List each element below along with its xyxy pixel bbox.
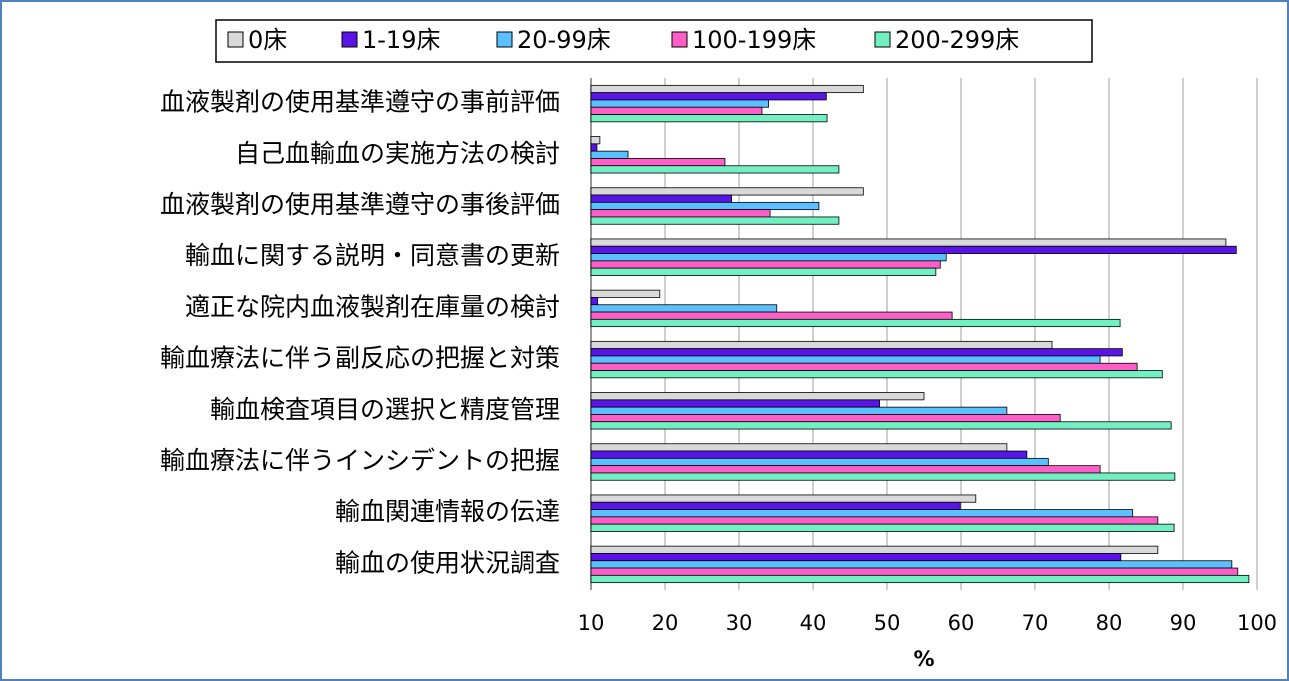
bar (590, 99, 770, 108)
x-tick-label: 80 (1096, 611, 1123, 635)
bar (590, 494, 977, 503)
bar (590, 158, 726, 167)
legend-swatch (874, 31, 891, 48)
bar (590, 392, 925, 401)
legend-label: 100-199床 (692, 26, 816, 54)
bar (590, 340, 1053, 350)
bar (590, 267, 937, 276)
bar (590, 414, 1061, 423)
bar (590, 84, 864, 94)
y-tick-label: 輸血療法に伴うインシデントの把握 (160, 446, 560, 475)
legend-label: 200-299床 (895, 26, 1019, 54)
bar (590, 304, 778, 313)
y-tick-label: 輸血に関する説明・同意書の更新 (185, 241, 560, 270)
bar (590, 318, 1121, 328)
legend-swatch (341, 31, 358, 48)
bar (590, 421, 1172, 430)
bar (590, 297, 599, 306)
bar (590, 560, 1233, 569)
y-tick-label: 血液製剤の使用基準遵守の事後評価 (160, 190, 560, 219)
y-tick-label: 血液製剤の使用基準遵守の事前評価 (160, 88, 560, 117)
bar (590, 245, 1237, 254)
bar (590, 92, 827, 101)
y-tick-label: 輸血関連情報の伝達 (335, 497, 560, 526)
y-tick-label: 輸血の使用状況調査 (335, 548, 560, 577)
x-tick-label: 40 (800, 611, 827, 635)
bar (590, 114, 828, 123)
bar (590, 253, 947, 262)
y-tick-label: 適正な院内血液製剤在庫量の検討 (185, 292, 560, 321)
bar (590, 355, 1101, 364)
bar (590, 362, 1138, 371)
bar (590, 399, 881, 408)
bar (590, 501, 961, 510)
bar (590, 370, 1163, 379)
x-tick-label: 10 (578, 611, 605, 635)
bar (590, 465, 1101, 474)
bar (590, 216, 840, 225)
y-tick-label: 自己血輸血の実施方法の検討 (235, 139, 560, 168)
bar (590, 260, 941, 269)
bar (590, 406, 1008, 415)
x-tick-label: 20 (652, 611, 679, 635)
bar (590, 457, 1049, 467)
legend-swatch (671, 31, 688, 48)
legend-swatch (227, 31, 244, 48)
bar (590, 289, 661, 298)
x-tick-label: 30 (726, 611, 753, 635)
x-tick-label: 50 (874, 611, 901, 635)
bar (590, 443, 1008, 452)
bar (590, 187, 864, 196)
bar (590, 201, 820, 211)
y-tick-label: 輸血検査項目の選択と精度管理 (210, 395, 560, 424)
x-tick-label: 60 (948, 611, 975, 635)
bar (590, 545, 1159, 554)
x-tick-label: 100 (1237, 611, 1277, 635)
bar (590, 553, 1122, 562)
x-tick-label: 70 (1022, 611, 1049, 635)
bar (590, 136, 601, 145)
y-tick-label: 輸血療法に伴う副反応の把握と対策 (160, 344, 560, 373)
bar (590, 472, 1176, 481)
bar (590, 567, 1239, 576)
bar (590, 194, 733, 203)
legend-box (215, 19, 1093, 63)
bar (590, 165, 840, 174)
bar (590, 509, 1134, 518)
bar (590, 450, 1028, 459)
bar (590, 143, 598, 152)
bar (590, 238, 1227, 247)
bar (590, 523, 1175, 532)
bar (590, 348, 1123, 357)
legend-swatch (496, 31, 513, 48)
bar (590, 311, 953, 320)
bar (590, 150, 629, 159)
x-tick-label: 90 (1170, 611, 1197, 635)
legend-label: 20-99床 (517, 26, 611, 54)
bar (590, 516, 1159, 525)
bar (590, 209, 771, 218)
legend-label: 1-19床 (362, 26, 440, 54)
x-axis-label: % (913, 647, 934, 671)
bar (590, 106, 763, 115)
bar (590, 574, 1250, 584)
legend-label: 0床 (248, 26, 287, 54)
